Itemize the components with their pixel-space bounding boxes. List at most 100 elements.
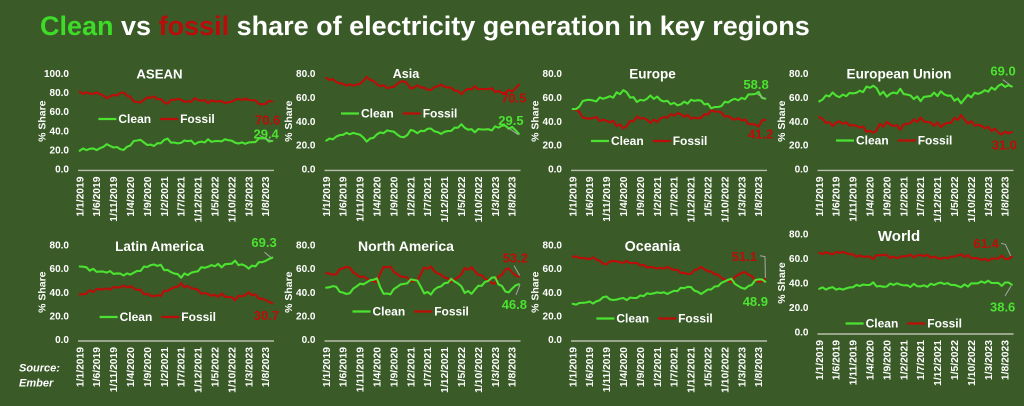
svg-text:1/4/2020: 1/4/2020 bbox=[126, 176, 137, 216]
svg-text:60.0: 60.0 bbox=[789, 93, 809, 104]
svg-text:% Share: % Share bbox=[776, 100, 788, 142]
svg-text:1/9/2020: 1/9/2020 bbox=[882, 176, 893, 216]
svg-text:80.0: 80.0 bbox=[296, 69, 316, 80]
svg-text:40.0: 40.0 bbox=[543, 117, 563, 128]
svg-text:40.0: 40.0 bbox=[789, 279, 809, 290]
svg-text:40.0: 40.0 bbox=[50, 126, 70, 137]
svg-text:Fossil: Fossil bbox=[927, 316, 962, 330]
svg-text:1/1/2019: 1/1/2019 bbox=[568, 176, 579, 216]
svg-text:1/12/2021: 1/12/2021 bbox=[440, 176, 451, 222]
svg-text:1/9/2020: 1/9/2020 bbox=[389, 347, 400, 387]
svg-text:20.0: 20.0 bbox=[543, 141, 563, 152]
svg-text:41.2: 41.2 bbox=[748, 126, 773, 141]
svg-text:1/12/2021: 1/12/2021 bbox=[194, 176, 205, 222]
svg-text:1/11/2019: 1/11/2019 bbox=[356, 347, 367, 393]
svg-text:1/6/2019: 1/6/2019 bbox=[832, 340, 843, 380]
svg-text:60.0: 60.0 bbox=[543, 264, 563, 275]
svg-text:1/3/2023: 1/3/2023 bbox=[244, 347, 255, 387]
svg-text:Fossil: Fossil bbox=[918, 133, 953, 147]
svg-text:1/8/2023: 1/8/2023 bbox=[1001, 340, 1012, 380]
svg-text:Clean: Clean bbox=[361, 106, 394, 120]
svg-text:1/4/2020: 1/4/2020 bbox=[866, 176, 877, 216]
svg-text:1/5/2022: 1/5/2022 bbox=[457, 176, 468, 216]
svg-text:1/12/2021: 1/12/2021 bbox=[440, 347, 451, 393]
svg-text:80.0: 80.0 bbox=[789, 230, 809, 241]
svg-text:1/4/2020: 1/4/2020 bbox=[126, 347, 137, 387]
svg-text:60.0: 60.0 bbox=[50, 107, 70, 118]
svg-text:1/11/2019: 1/11/2019 bbox=[849, 176, 860, 222]
svg-text:80.0: 80.0 bbox=[543, 69, 563, 80]
svg-text:1/2/2021: 1/2/2021 bbox=[160, 347, 171, 387]
svg-text:80.0: 80.0 bbox=[50, 241, 70, 252]
svg-text:0.0: 0.0 bbox=[55, 335, 69, 346]
svg-text:1/12/2021: 1/12/2021 bbox=[687, 347, 698, 393]
svg-text:60.0: 60.0 bbox=[543, 93, 563, 104]
svg-text:1/8/2023: 1/8/2023 bbox=[1001, 176, 1012, 216]
svg-text:1/11/2019: 1/11/2019 bbox=[109, 176, 120, 222]
svg-text:20.0: 20.0 bbox=[50, 146, 70, 157]
svg-text:20.0: 20.0 bbox=[50, 312, 70, 323]
svg-text:Ember: Ember bbox=[19, 378, 54, 390]
svg-text:51.1: 51.1 bbox=[732, 249, 757, 264]
svg-text:1/7/2021: 1/7/2021 bbox=[177, 347, 188, 387]
svg-text:1/12/2021: 1/12/2021 bbox=[687, 176, 698, 222]
svg-text:0.0: 0.0 bbox=[548, 165, 562, 176]
svg-text:30.7: 30.7 bbox=[254, 308, 279, 323]
svg-text:0.0: 0.0 bbox=[302, 165, 316, 176]
svg-text:1/12/2021: 1/12/2021 bbox=[933, 176, 944, 222]
svg-text:North America: North America bbox=[358, 238, 454, 254]
svg-text:70.5: 70.5 bbox=[501, 90, 526, 105]
svg-text:Asia: Asia bbox=[393, 67, 421, 81]
svg-text:29.4: 29.4 bbox=[253, 127, 279, 142]
svg-text:1/10/2022: 1/10/2022 bbox=[967, 340, 978, 386]
svg-text:1/5/2022: 1/5/2022 bbox=[950, 176, 961, 216]
svg-text:0.0: 0.0 bbox=[795, 165, 809, 176]
svg-text:1/5/2022: 1/5/2022 bbox=[211, 347, 222, 387]
svg-text:Clean: Clean bbox=[856, 133, 889, 147]
svg-text:Fossil: Fossil bbox=[673, 134, 708, 148]
svg-text:Clean vs fossil share of elect: Clean vs fossil share of electricity gen… bbox=[40, 11, 810, 41]
svg-text:53.2: 53.2 bbox=[503, 251, 528, 266]
svg-text:1/6/2019: 1/6/2019 bbox=[585, 347, 596, 387]
svg-text:Fossil: Fossil bbox=[434, 304, 469, 318]
svg-text:1/9/2020: 1/9/2020 bbox=[636, 347, 647, 387]
svg-text:1/3/2023: 1/3/2023 bbox=[737, 176, 748, 216]
svg-text:1/12/2021: 1/12/2021 bbox=[933, 340, 944, 386]
svg-text:1/10/2022: 1/10/2022 bbox=[720, 176, 731, 222]
svg-text:38.6: 38.6 bbox=[990, 300, 1015, 315]
svg-text:1/7/2021: 1/7/2021 bbox=[423, 347, 434, 387]
svg-text:1/5/2022: 1/5/2022 bbox=[704, 176, 715, 216]
svg-text:European Union: European Union bbox=[847, 66, 952, 81]
svg-text:1/2/2021: 1/2/2021 bbox=[406, 176, 417, 216]
svg-text:1/1/2019: 1/1/2019 bbox=[75, 347, 86, 387]
svg-text:1/12/2021: 1/12/2021 bbox=[194, 347, 205, 393]
svg-text:1/3/2023: 1/3/2023 bbox=[491, 347, 502, 387]
svg-text:1/8/2023: 1/8/2023 bbox=[508, 347, 519, 387]
svg-text:1/11/2019: 1/11/2019 bbox=[109, 347, 120, 393]
svg-text:20.0: 20.0 bbox=[296, 312, 316, 323]
svg-text:% Share: % Share bbox=[37, 100, 49, 142]
svg-text:1/2/2021: 1/2/2021 bbox=[406, 347, 417, 387]
svg-text:1/5/2022: 1/5/2022 bbox=[211, 176, 222, 216]
svg-text:Clean: Clean bbox=[616, 311, 649, 325]
svg-text:1/9/2020: 1/9/2020 bbox=[882, 340, 893, 380]
svg-text:60.0: 60.0 bbox=[296, 264, 316, 275]
svg-text:61.4: 61.4 bbox=[973, 236, 999, 251]
svg-text:1/3/2023: 1/3/2023 bbox=[984, 340, 995, 380]
svg-text:80.0: 80.0 bbox=[543, 241, 563, 252]
svg-text:1/6/2019: 1/6/2019 bbox=[92, 347, 103, 387]
svg-text:1/2/2021: 1/2/2021 bbox=[653, 347, 664, 387]
svg-text:Clean: Clean bbox=[373, 304, 406, 318]
svg-text:1/2/2021: 1/2/2021 bbox=[899, 176, 910, 216]
svg-text:100.0: 100.0 bbox=[44, 69, 69, 80]
svg-text:1/3/2023: 1/3/2023 bbox=[737, 347, 748, 387]
svg-text:60.0: 60.0 bbox=[789, 254, 809, 265]
svg-text:20.0: 20.0 bbox=[543, 312, 563, 323]
svg-text:1/9/2020: 1/9/2020 bbox=[143, 347, 154, 387]
svg-text:1/5/2022: 1/5/2022 bbox=[704, 347, 715, 387]
svg-text:1/7/2021: 1/7/2021 bbox=[423, 176, 434, 216]
svg-text:1/11/2019: 1/11/2019 bbox=[602, 176, 613, 222]
svg-text:48.9: 48.9 bbox=[743, 294, 768, 309]
svg-text:1/10/2022: 1/10/2022 bbox=[474, 176, 485, 222]
svg-text:1/6/2019: 1/6/2019 bbox=[339, 347, 350, 387]
